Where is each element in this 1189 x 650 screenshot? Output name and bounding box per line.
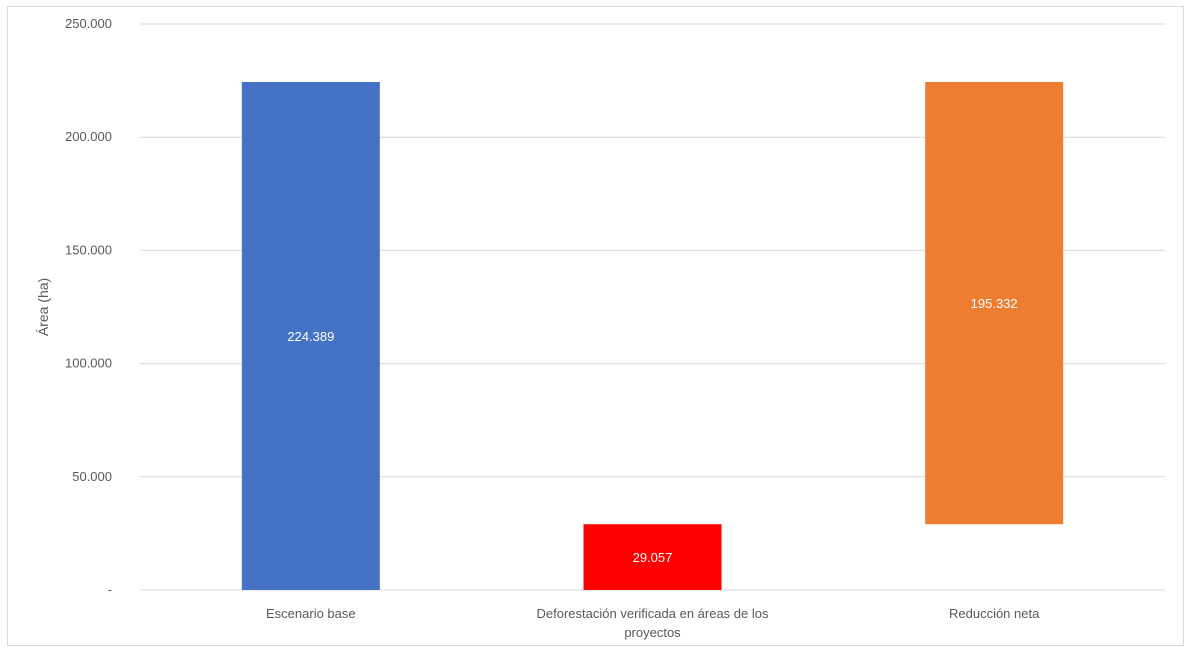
- y-tick-label: 150.000: [65, 242, 112, 257]
- y-axis-title: Área (ha): [35, 278, 51, 336]
- y-tick-label: 250.000: [65, 16, 112, 31]
- bar: [241, 81, 380, 590]
- y-tick-label: 50.000: [72, 469, 112, 484]
- y-tick-label: 100.000: [65, 356, 112, 371]
- x-category-label: Reducción neta: [949, 606, 1040, 621]
- y-tick-label: 200.000: [65, 129, 112, 144]
- bar: [925, 81, 1064, 525]
- x-category-label: Escenario base: [266, 606, 356, 621]
- x-category-label: proyectos: [624, 625, 681, 640]
- bar-data-label: 224.389: [287, 329, 334, 344]
- y-tick-label: -: [108, 582, 112, 597]
- bar-data-label: 195.332: [971, 296, 1018, 311]
- bar-data-label: 29.057: [633, 550, 673, 565]
- x-category-label: Deforestación verificada en áreas de los: [537, 606, 769, 621]
- bar: [583, 524, 722, 590]
